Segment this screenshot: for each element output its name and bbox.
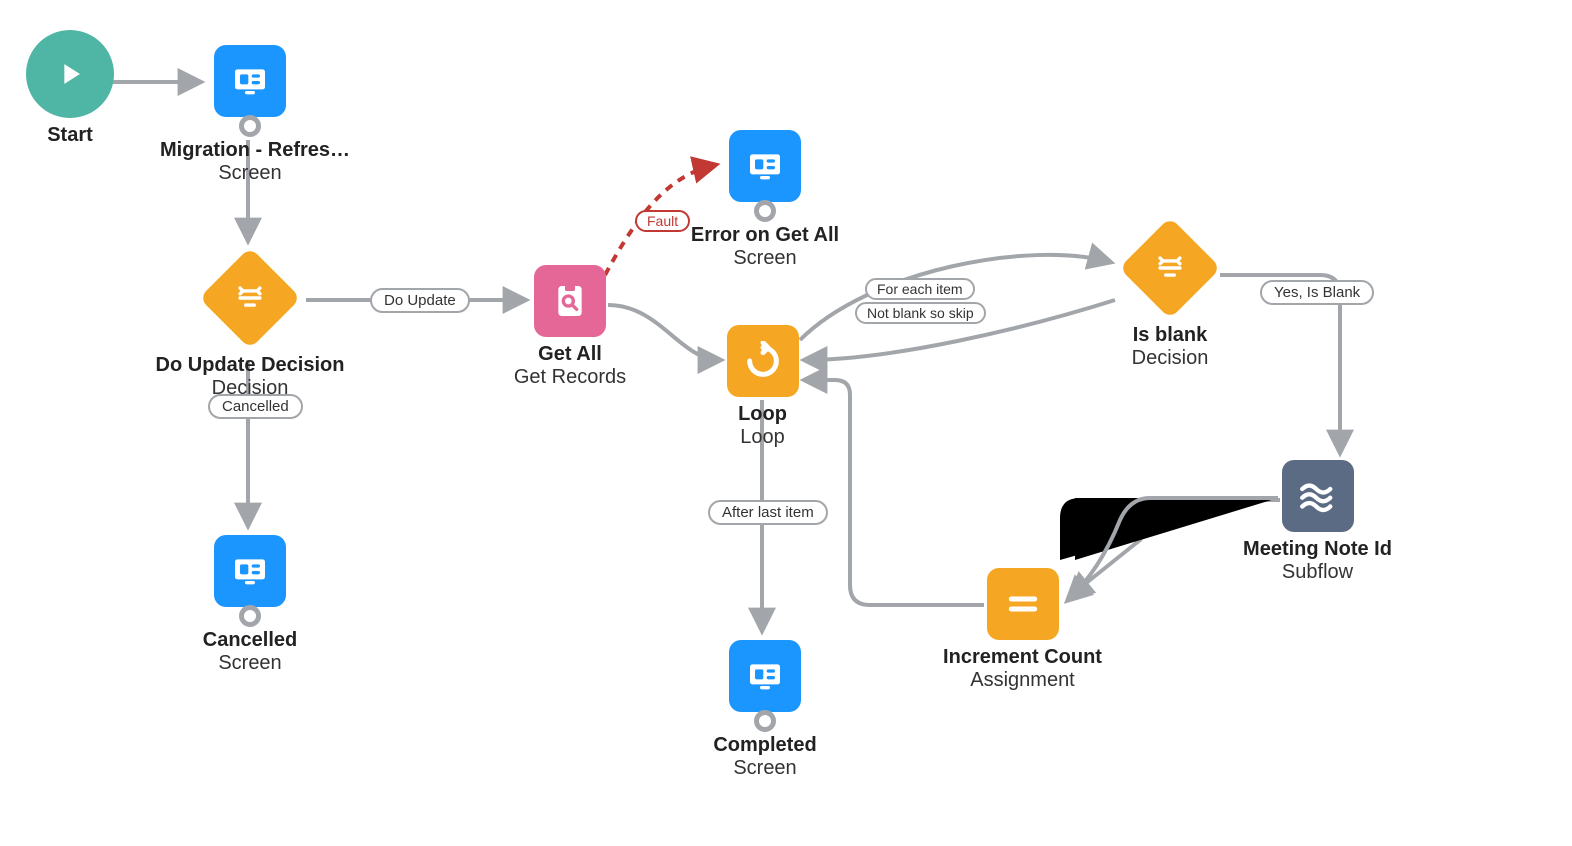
subflow-icon [1282,460,1354,532]
node-subtitle: Decision [1095,347,1245,370]
node-label: Completed [690,734,840,757]
node-increment-count[interactable]: Increment Count Assignment [935,568,1110,692]
edge-label-cancelled: Cancelled [208,394,303,419]
node-loop[interactable]: Loop Loop [705,325,820,449]
foot-ring-icon [239,115,261,137]
node-completed-screen[interactable]: Completed Screen [690,640,840,780]
node-label: Do Update Decision [150,354,350,377]
node-meeting-note-subflow[interactable]: Meeting Note Id Subflow [1235,460,1400,584]
get-records-icon [534,265,606,337]
edge-label-yes-blank: Yes, Is Blank [1260,280,1374,305]
node-label: Start [20,124,120,147]
edge-label-for-each: For each item [865,278,975,300]
edge-label-do-update: Do Update [370,288,470,313]
screen-icon [214,535,286,607]
foot-ring-icon [754,200,776,222]
node-error-screen[interactable]: Error on Get All Screen [680,130,850,270]
node-do-update-decision[interactable]: Do Update Decision Decision [150,248,350,400]
screen-icon [729,640,801,712]
node-is-blank-decision[interactable]: Is blank Decision [1095,218,1245,370]
node-subtitle: Screen [690,757,840,780]
node-label: Meeting Note Id [1235,538,1400,561]
node-label: Cancelled [180,629,320,652]
node-label: Error on Get All [680,224,850,247]
node-subtitle: Loop [705,426,820,449]
assignment-icon [987,568,1059,640]
edge-label-fault: Fault [635,210,690,232]
node-label: Loop [705,403,820,426]
foot-ring-icon [239,605,261,627]
edge-label-after-last: After last item [708,500,828,525]
edge-label-not-blank: Not blank so skip [855,302,986,324]
foot-ring-icon [754,710,776,732]
play-icon [26,30,114,118]
flow-canvas: Start Migration - Refres… Screen Do Upda… [0,0,1572,846]
node-subtitle: Assignment [935,669,1110,692]
decision-icon [1119,217,1221,319]
node-subtitle: Get Records [500,366,640,389]
loop-icon [727,325,799,397]
node-label: Get All [500,343,640,366]
node-label: Is blank [1095,324,1245,347]
node-start[interactable]: Start [20,30,120,147]
node-subtitle: Screen [160,162,340,185]
node-subtitle: Screen [180,652,320,675]
decision-icon [199,247,301,349]
node-label: Migration - Refres… [160,139,340,162]
screen-icon [729,130,801,202]
node-subtitle: Subflow [1235,561,1400,584]
screen-icon [214,45,286,117]
node-get-all[interactable]: Get All Get Records [500,265,640,389]
node-cancelled-screen[interactable]: Cancelled Screen [180,535,320,675]
node-subtitle: Screen [680,247,850,270]
node-label: Increment Count [935,646,1110,669]
node-migration-screen[interactable]: Migration - Refres… Screen [160,45,340,185]
